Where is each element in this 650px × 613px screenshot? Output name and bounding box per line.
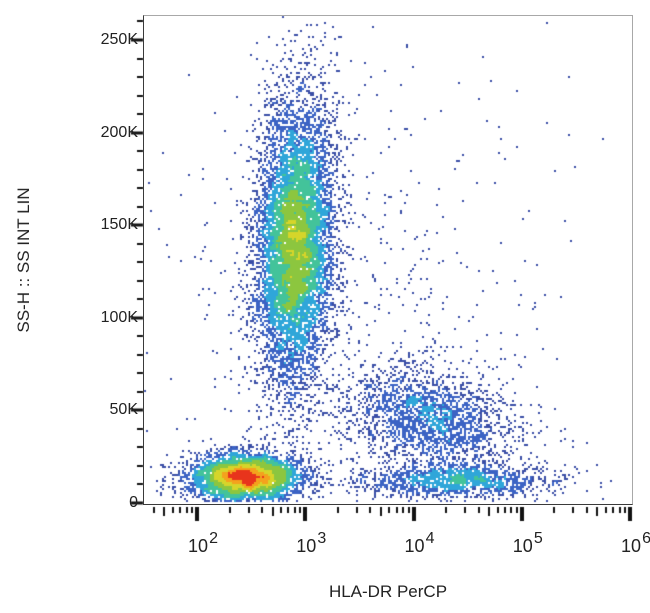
x-tick-label-1e4: 104: [404, 530, 435, 556]
y-tick-label-100k: 100K: [100, 308, 138, 326]
x-tick-label-1e3: 103: [296, 530, 327, 556]
x-tick-label-1e5: 105: [512, 530, 543, 556]
y-tick-label-150k: 150K: [100, 216, 138, 234]
y-tick-label-250k: 250K: [100, 31, 138, 48]
y-axis-title: SS-H :: SS INT LIN: [14, 187, 33, 333]
y-tick-label-200k: 200K: [100, 123, 138, 141]
y-tick-label-50k: 50K: [109, 401, 138, 419]
x-tick-label-1e2: 102: [188, 530, 218, 556]
y-tick-label-0: 0: [129, 494, 138, 511]
x-axis-title: HLA-DR PerCP: [328, 582, 448, 601]
x-tick-label-1e6: 106: [621, 530, 650, 556]
